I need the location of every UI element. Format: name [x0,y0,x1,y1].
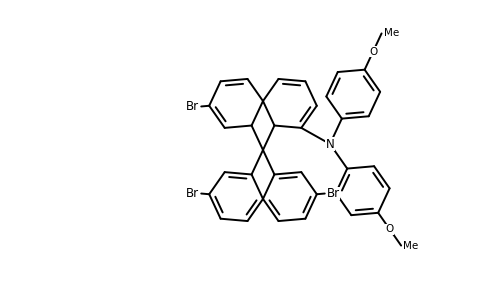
Text: Br: Br [186,187,199,200]
Text: Me: Me [384,28,399,38]
Text: O: O [386,224,394,234]
Text: Me: Me [403,241,418,251]
Text: Br: Br [327,187,340,200]
Text: N: N [326,138,334,150]
Text: O: O [369,46,377,57]
Text: Br: Br [186,100,199,113]
